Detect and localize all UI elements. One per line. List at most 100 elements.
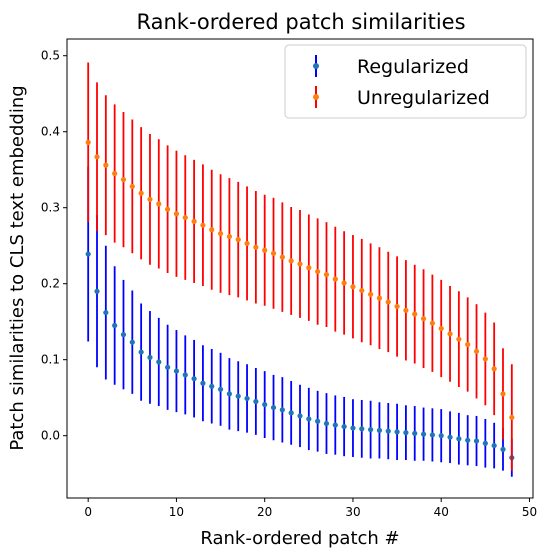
unregularized-point bbox=[235, 237, 241, 243]
legend-unregularized-marker bbox=[313, 94, 319, 100]
unregularized-point bbox=[226, 233, 232, 240]
regularized-point bbox=[359, 426, 365, 432]
y-tick-label: 0.3 bbox=[41, 201, 60, 215]
unregularized-point bbox=[147, 196, 153, 202]
unregularized-point bbox=[438, 325, 444, 332]
regularized-point bbox=[217, 386, 224, 392]
legend-unregularized-label: Unregularized bbox=[357, 87, 490, 109]
regularized-point bbox=[165, 364, 171, 370]
unregularized-point bbox=[359, 287, 365, 294]
regularized-point bbox=[253, 398, 259, 405]
unregularized-point bbox=[403, 307, 409, 313]
regularized-point bbox=[94, 288, 100, 294]
y-tick-label: 0.1 bbox=[41, 353, 60, 367]
unregularized-point bbox=[368, 291, 374, 297]
regularized-point bbox=[103, 309, 109, 316]
legend: Regularized Unregularized bbox=[284, 44, 527, 119]
unregularized-point bbox=[209, 227, 215, 233]
unregularized-point bbox=[429, 320, 435, 326]
unregularized-point bbox=[270, 250, 277, 256]
chart-title: Rank-ordered patch similarities bbox=[136, 10, 465, 34]
regularized-point bbox=[482, 440, 488, 446]
unregularized-point bbox=[491, 366, 497, 372]
x-tick-label: 20 bbox=[257, 505, 272, 519]
unregularized-point bbox=[465, 341, 471, 348]
regularized-point bbox=[456, 436, 462, 442]
regularized-point bbox=[85, 251, 91, 257]
unregularized-point bbox=[288, 258, 294, 264]
regularized-point bbox=[209, 383, 215, 389]
regularized-point bbox=[403, 430, 409, 436]
y-tick-label: 0.5 bbox=[41, 49, 60, 63]
unregularized-point bbox=[332, 276, 338, 282]
unregularized-point bbox=[182, 214, 188, 221]
regularized-point bbox=[297, 413, 303, 419]
y-tick-label: 0.0 bbox=[41, 429, 60, 443]
x-tick-label: 30 bbox=[345, 505, 360, 519]
regularized-point bbox=[288, 410, 294, 416]
regularized-point bbox=[412, 430, 418, 437]
regularized-point bbox=[200, 380, 206, 386]
unregularized-point bbox=[482, 356, 488, 362]
x-axis-label: Rank-ordered patch # bbox=[200, 528, 399, 549]
unregularized-point bbox=[376, 295, 383, 301]
regularized-point bbox=[447, 434, 453, 440]
regularized-point bbox=[491, 442, 497, 449]
unregularized-point bbox=[509, 414, 515, 421]
unregularized-point bbox=[306, 265, 312, 271]
unregularized-point bbox=[412, 311, 418, 317]
y-axis-ticks: 0.0 0.1 0.2 0.3 0.4 0.5 bbox=[41, 49, 67, 443]
regularized-point bbox=[394, 429, 400, 435]
regularized-point bbox=[323, 420, 330, 427]
legend-regularized-label: Regularized bbox=[357, 56, 469, 78]
unregularized-point bbox=[120, 176, 127, 183]
unregularized-point bbox=[323, 271, 330, 278]
regularized-point bbox=[429, 432, 435, 438]
unregularized-point bbox=[297, 261, 303, 267]
unregularized-point bbox=[341, 280, 347, 286]
unregularized-point bbox=[253, 244, 259, 250]
y-tick-label: 0.4 bbox=[41, 125, 60, 139]
unregularized-point bbox=[165, 206, 171, 212]
series-unregularized bbox=[85, 62, 515, 471]
regularized-point bbox=[112, 322, 118, 329]
x-tick-label: 10 bbox=[169, 505, 184, 519]
unregularized-point bbox=[447, 331, 453, 337]
regularized-point bbox=[129, 339, 135, 345]
unregularized-point bbox=[350, 284, 356, 290]
legend-regularized-marker bbox=[313, 63, 319, 69]
regularized-point bbox=[315, 418, 321, 424]
x-axis-ticks: 0 10 20 30 40 50 bbox=[84, 498, 537, 519]
unregularized-point bbox=[385, 299, 391, 305]
unregularized-point bbox=[94, 154, 100, 160]
regularized-point bbox=[182, 372, 188, 378]
regularized-point bbox=[279, 407, 285, 413]
x-tick-label: 50 bbox=[522, 505, 537, 519]
regularized-point bbox=[350, 425, 356, 431]
x-tick-label: 40 bbox=[434, 505, 449, 519]
unregularized-point bbox=[129, 183, 135, 190]
regularized-point bbox=[235, 393, 241, 399]
unregularized-point bbox=[279, 254, 285, 260]
regularized-point bbox=[173, 368, 180, 374]
unregularized-point bbox=[262, 247, 268, 253]
regularized-point bbox=[438, 433, 444, 439]
y-tick-label: 0.2 bbox=[41, 277, 60, 291]
unregularized-point bbox=[156, 201, 162, 207]
regularized-point bbox=[500, 446, 506, 452]
unregularized-point bbox=[394, 303, 400, 310]
regularized-point bbox=[120, 332, 127, 338]
y-axis-label: Patch similarities to CLS text embedding bbox=[7, 85, 28, 450]
unregularized-point bbox=[103, 162, 109, 168]
regularized-point bbox=[376, 427, 383, 433]
regularized-point bbox=[138, 349, 144, 355]
regularized-point bbox=[147, 354, 153, 361]
unregularized-point bbox=[420, 316, 427, 322]
unregularized-point bbox=[456, 336, 462, 342]
regularized-point bbox=[191, 376, 197, 382]
regularized-point bbox=[385, 428, 391, 434]
unregularized-point bbox=[473, 348, 480, 354]
regularized-point bbox=[341, 423, 347, 430]
unregularized-point bbox=[315, 268, 321, 275]
unregularized-point bbox=[173, 211, 180, 217]
